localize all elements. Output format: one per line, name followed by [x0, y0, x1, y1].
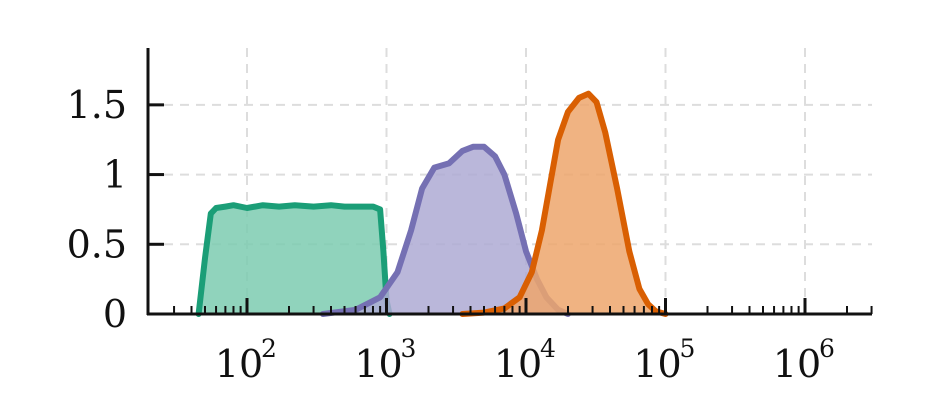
x-tick-label-1-exponent: 3 [401, 334, 417, 363]
series-2-point [565, 109, 571, 115]
series-2-point [539, 227, 545, 233]
series-0-point [202, 255, 208, 261]
series-0-point [208, 211, 214, 217]
x-tick-label-4-exponent: 6 [819, 334, 835, 363]
series-areas [195, 90, 669, 317]
series-2-point [593, 99, 600, 105]
series-0-point [380, 248, 386, 254]
x-tick-label-3-exponent: 5 [680, 334, 696, 363]
series-2-area [462, 93, 666, 314]
series-1-point [419, 185, 425, 192]
series-1-point [408, 227, 414, 233]
series-2-point [645, 301, 651, 307]
series-0-point [311, 204, 317, 210]
series-0-point [328, 202, 334, 208]
series-1-point [431, 165, 437, 171]
series-1-point [481, 144, 487, 150]
axes [146, 48, 873, 316]
y-tick-label-1: 0.5 [67, 222, 127, 266]
series-2-point [614, 185, 620, 192]
series-0-area [198, 205, 390, 314]
series-1-point [446, 160, 452, 166]
series-1-point [394, 269, 401, 275]
series-0-point [292, 202, 298, 208]
series-0-point [377, 206, 383, 212]
series-0-point [213, 205, 219, 211]
series-2-point [636, 286, 643, 292]
series-2-point [576, 95, 582, 101]
series-0-point [370, 204, 376, 210]
series-1-point [501, 172, 507, 178]
x-tick-label-2-base: 10 [494, 342, 542, 386]
x-tick-label-2-exponent: 4 [540, 334, 556, 363]
series-0-point [230, 202, 237, 208]
series-1-point [523, 248, 529, 254]
series-2-point [626, 248, 632, 254]
series-1-point [492, 153, 498, 159]
series-0-point [222, 204, 228, 210]
series-0-point [260, 202, 266, 208]
x-tick-label-3-base: 10 [633, 342, 681, 386]
series-1-point [377, 294, 383, 300]
series-1-point [513, 211, 519, 217]
series-1-point [459, 148, 465, 154]
y-tick-label-0: 0 [103, 292, 127, 336]
series-2-point [602, 130, 608, 136]
y-tick-label-2: 1 [103, 153, 127, 197]
x-tick-label-4-base: 10 [773, 342, 821, 386]
series-2-point [585, 91, 592, 97]
x-tick-label-0-base: 10 [215, 342, 263, 386]
series-2-point [555, 137, 561, 143]
series-0-point [357, 204, 363, 210]
series-2-point [548, 178, 554, 185]
series-2-point [529, 269, 535, 275]
y-tick-label-3: 1.5 [67, 83, 127, 127]
series-0-point [276, 204, 282, 210]
series-0-point [244, 205, 250, 211]
series-1-point [470, 144, 476, 150]
series-0-point [341, 204, 348, 210]
series-2-point [517, 294, 523, 300]
x-tick-label-1-base: 10 [354, 342, 402, 386]
x-tick-label-0-exponent: 2 [261, 334, 277, 363]
